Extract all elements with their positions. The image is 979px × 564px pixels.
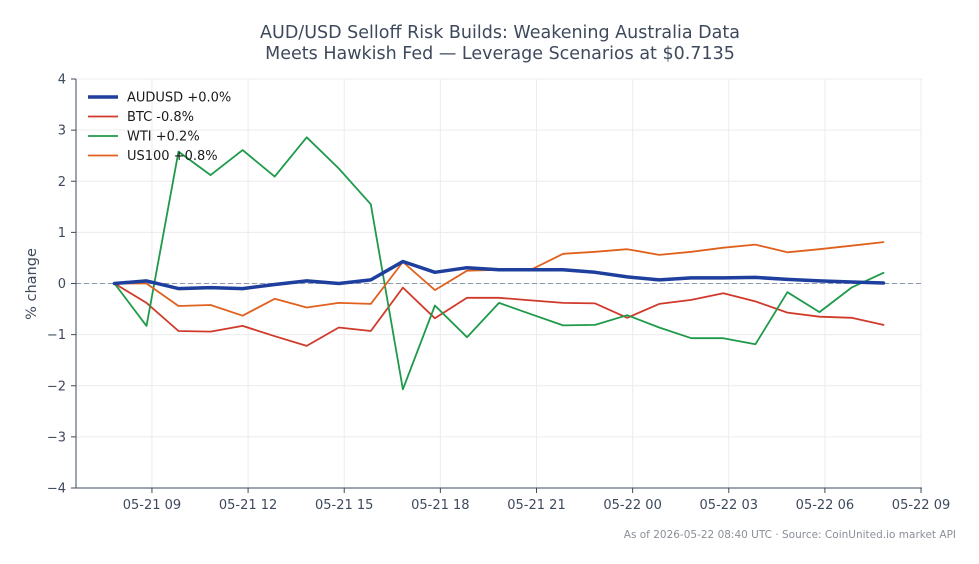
chart-title: AUD/USD Selloff Risk Builds: Weakening A… [260, 23, 740, 43]
series-line-wti [113, 136, 885, 391]
legend: AUDUSD +0.0% BTC -0.8% WTI +0.2% US100 +0.8… [88, 91, 231, 164]
y-axis-label: % change [24, 248, 40, 320]
y-tick-label: 0 [58, 277, 66, 292]
footer-source: As of 2026-05-22 08:40 UTC · Source: Coi… [624, 529, 956, 541]
x-tick-label: 05-22 06 [796, 498, 854, 513]
y-tick-label: 3 [58, 124, 66, 139]
x-tick-label: 05-21 21 [507, 498, 565, 513]
chart-subtitle: Meets Hawkish Fed — Leverage Scenarios a… [265, 44, 735, 64]
x-tick-label: 05-22 03 [700, 498, 758, 513]
y-tick-label: −2 [47, 379, 66, 394]
legend-label: US100 +0.8% [127, 149, 218, 164]
x-tick-label: 05-22 00 [603, 498, 661, 513]
y-tick-label: 4 [58, 73, 66, 88]
x-axis-ticks: 05-21 09 05-21 12 05-21 15 05-21 18 05-21 21… [123, 488, 950, 513]
y-tick-label: −4 [47, 482, 66, 497]
x-tick-label: 05-22 09 [892, 498, 950, 513]
y-axis-ticks: 4 3 2 1 0 −1 −2 −3 −4 [47, 73, 76, 497]
legend-label: AUDUSD +0.0% [127, 91, 231, 106]
x-tick-label: 05-21 15 [315, 498, 373, 513]
legend-label: WTI +0.2% [127, 130, 200, 145]
x-tick-label: 05-21 09 [123, 498, 181, 513]
y-tick-label: 2 [58, 175, 66, 190]
legend-label: BTC -0.8% [127, 110, 194, 125]
series-line-btc [113, 282, 885, 347]
series-line-audusd [112, 259, 886, 291]
series-lines [112, 136, 886, 391]
y-tick-label: 1 [58, 226, 66, 241]
y-tick-label: −3 [47, 430, 66, 445]
y-tick-label: −1 [47, 328, 66, 343]
x-tick-label: 05-21 18 [411, 498, 469, 513]
x-tick-label: 05-21 12 [219, 498, 277, 513]
